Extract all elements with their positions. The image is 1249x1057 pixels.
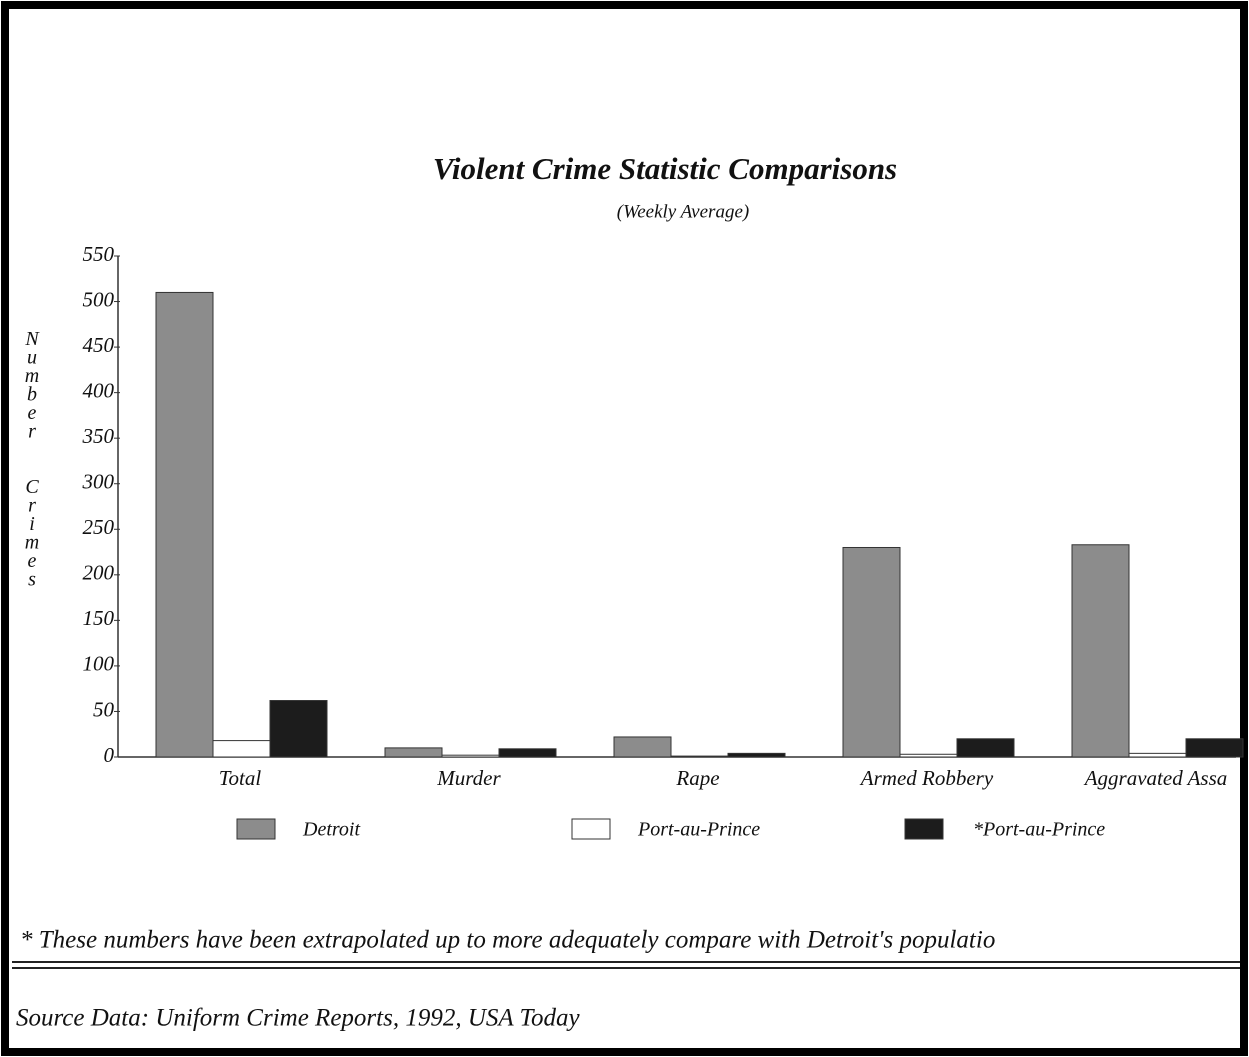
legend-swatch xyxy=(236,818,276,840)
x-tick-label: Murder xyxy=(436,766,501,790)
y-tick-label: 100 xyxy=(83,652,115,676)
bar xyxy=(441,754,500,758)
bar xyxy=(1185,738,1244,758)
x-tick-label: Total xyxy=(219,766,262,790)
x-tick-label: Aggravated Assa xyxy=(1083,766,1228,790)
x-tick-label: Rape xyxy=(675,766,719,790)
legend-label: Port-au-Prince xyxy=(637,819,760,841)
y-tick-label: 500 xyxy=(83,287,115,311)
bar xyxy=(155,291,214,758)
bar xyxy=(613,736,672,758)
y-tick-label: 400 xyxy=(83,378,115,402)
y-tick-label: 250 xyxy=(83,515,115,539)
y-tick-label: 350 xyxy=(82,424,115,448)
bar xyxy=(498,748,557,758)
legend-swatch xyxy=(904,818,944,840)
bar xyxy=(842,546,901,758)
legend-swatch xyxy=(571,818,611,840)
bar xyxy=(899,753,958,758)
y-tick-label: 550 xyxy=(83,242,115,266)
bar xyxy=(956,738,1015,758)
bar xyxy=(212,740,271,758)
y-tick-label: 200 xyxy=(83,561,115,585)
chart-title: Violent Crime Statistic Comparisons xyxy=(433,151,897,186)
bar xyxy=(1128,752,1187,758)
y-tick-label: 50 xyxy=(93,697,115,721)
y-tick-label: 0 xyxy=(104,743,115,767)
bar xyxy=(670,755,729,758)
bar xyxy=(727,752,786,758)
x-tick-label: Armed Robbery xyxy=(859,766,994,790)
legend-label: *Port-au-Prince xyxy=(973,819,1105,841)
bar xyxy=(384,747,443,758)
y-tick-label: 150 xyxy=(83,606,115,630)
y-tick-label: 300 xyxy=(82,470,115,494)
chart-subtitle: (Weekly Average) xyxy=(617,201,749,222)
legend-label: Detroit xyxy=(302,819,360,841)
bar xyxy=(269,700,328,758)
bar xyxy=(1071,544,1130,758)
source: Source Data: Uniform Crime Reports, 1992… xyxy=(16,1005,581,1032)
footnote: * These numbers have been extrapolated u… xyxy=(20,927,995,954)
y-tick-label: 450 xyxy=(83,333,115,357)
